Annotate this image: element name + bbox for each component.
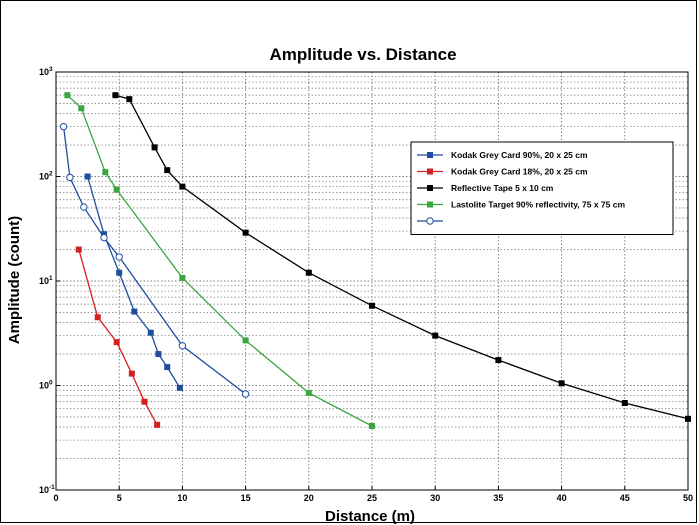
series-line	[66, 94, 373, 427]
x-tick-label: 50	[683, 493, 693, 503]
series-3	[112, 92, 691, 422]
legend-marker	[427, 185, 433, 191]
data-point	[112, 92, 119, 99]
data-point	[66, 173, 74, 182]
chart-title: Amplitude vs. Distance	[269, 45, 456, 64]
data-point	[495, 357, 502, 364]
data-point	[64, 92, 71, 99]
data-point	[115, 253, 123, 261]
data-point	[59, 122, 68, 131]
data-point	[179, 274, 186, 281]
data-point	[100, 233, 108, 242]
legend-marker	[427, 168, 433, 175]
y-tick-label: 101	[39, 275, 53, 286]
x-tick-label: 10	[177, 493, 187, 503]
data-point	[432, 332, 439, 339]
data-point	[147, 329, 154, 336]
x-tick-label: 5	[117, 493, 122, 503]
data-point	[116, 269, 123, 276]
data-point	[164, 167, 171, 174]
data-point	[685, 415, 691, 422]
y-tick-label: 10-1	[39, 484, 55, 495]
data-point	[179, 183, 186, 190]
data-point	[178, 342, 187, 350]
y-tick-label: 100	[39, 380, 53, 391]
legend-label: Kodak Grey Card 18%, 20 x 25 cm	[451, 167, 588, 177]
data-point	[78, 105, 85, 112]
legend: Kodak Grey Card 90%, 20 x 25 cm Kodak Gre…	[410, 141, 674, 235]
data-point	[102, 169, 109, 176]
legend-label: Reflective Tape 5 x 10 cm	[451, 183, 554, 193]
data-point	[154, 421, 161, 428]
y-tick-label: 102	[39, 171, 53, 182]
tick-layer: 0 5 10 15 20 25 30 35 40 45 50 10-1 100 101 102 103	[39, 66, 693, 503]
data-point	[241, 390, 250, 398]
data-point	[75, 246, 82, 253]
series-1	[84, 173, 183, 391]
data-point	[155, 351, 162, 358]
x-tick-label: 25	[367, 493, 377, 503]
data-point	[131, 308, 138, 315]
x-tick-label: 35	[493, 493, 503, 503]
data-point	[242, 337, 249, 344]
data-point	[164, 364, 171, 371]
data-point	[621, 400, 628, 407]
x-tick-label: 45	[620, 493, 630, 503]
x-tick-label: 30	[430, 493, 440, 503]
legend-marker	[427, 201, 433, 208]
data-point	[558, 380, 565, 387]
legend-label: Kodak Grey Card 90%, 20 x 25 cm	[451, 150, 588, 160]
x-tick-label: 15	[241, 493, 251, 503]
legend-label: Lastolite Target 90% reflectivity, 75 x …	[451, 200, 625, 210]
data-point	[84, 173, 91, 180]
x-axis-label: Distance (m)	[325, 508, 415, 525]
x-tick-label: 40	[557, 493, 567, 503]
data-point	[128, 370, 135, 377]
y-tick-label: 103	[39, 66, 53, 77]
data-point	[305, 389, 312, 396]
data-point	[305, 269, 312, 276]
x-tick-label: 0	[53, 493, 58, 503]
data-point	[176, 384, 183, 391]
series-4	[64, 92, 375, 429]
x-tick-label: 20	[304, 493, 314, 503]
data-point	[80, 203, 88, 211]
data-point	[94, 314, 101, 321]
series-2	[75, 246, 161, 428]
series-line	[78, 249, 158, 426]
data-point	[113, 339, 120, 346]
data-point	[113, 186, 120, 193]
data-point	[141, 398, 148, 405]
data-point	[242, 229, 249, 236]
data-point	[151, 144, 158, 151]
legend-marker	[427, 152, 433, 158]
series-layer	[59, 92, 691, 429]
legend-marker	[426, 217, 434, 225]
legend-box	[410, 141, 674, 235]
y-axis-label: Amplitude (count)	[6, 216, 23, 344]
series-5	[59, 122, 250, 398]
data-point	[369, 422, 375, 429]
data-point	[126, 96, 133, 103]
data-point	[369, 302, 375, 309]
